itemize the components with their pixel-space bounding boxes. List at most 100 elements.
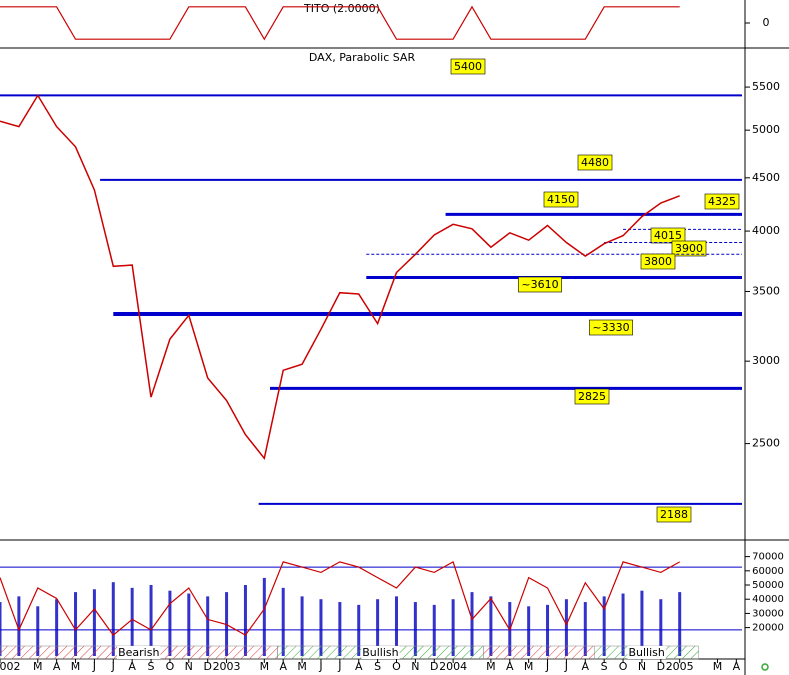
x-tick-label: A [128, 660, 136, 673]
volume-bar [602, 596, 606, 656]
volume-bar [527, 606, 531, 656]
label-box [671, 240, 707, 257]
x-tick-label: D [203, 660, 211, 673]
y-tick-label: 4000 [752, 224, 780, 237]
level-label: 2188 [656, 506, 692, 523]
level-label-text: 3900 [675, 242, 703, 255]
x-tick-label: O [166, 660, 175, 673]
volume-bar [413, 602, 417, 656]
band-label: Bullish [361, 646, 400, 659]
level-label-text: 5400 [454, 60, 482, 73]
level-label-text: ~3610 [521, 278, 558, 291]
x-tick-label: A [355, 660, 363, 673]
volume-bar [394, 596, 398, 656]
band-label-bg [627, 646, 666, 659]
indicator-line [0, 5, 680, 41]
volume-bar [206, 596, 210, 656]
volume-bar [432, 604, 436, 656]
level-label: 4015 [650, 227, 686, 244]
label-box [543, 191, 579, 208]
status-icon [761, 663, 769, 671]
y-tick-label: 4500 [752, 171, 780, 184]
y-tick-label: 0 [763, 16, 770, 29]
band-label: Bearish [117, 646, 161, 659]
indicator-title: TITO (2.0000) [303, 2, 380, 15]
volume-bar [621, 593, 625, 656]
x-tick-label: J [564, 660, 568, 673]
band-label-text: Bearish [118, 646, 159, 659]
x-tick-label: S [601, 660, 608, 673]
y-tick-label: 40000 [752, 594, 784, 605]
y-tick-label: 5000 [752, 123, 780, 136]
x-tick-label: S [374, 660, 381, 673]
volume-bar [74, 592, 78, 656]
volume-bar [130, 587, 134, 656]
x-tick-label: N [638, 660, 646, 673]
x-tick-label: 2004 [439, 660, 467, 673]
label-box [577, 154, 613, 171]
y-tick-label: 3500 [752, 284, 780, 297]
level-label: 3900 [671, 240, 707, 257]
level-label-text: 4325 [708, 195, 736, 208]
x-tick-label: M [713, 660, 723, 673]
x-tick-label: M [297, 660, 307, 673]
volume-bar [111, 582, 115, 656]
level-label: 5400 [450, 58, 486, 75]
x-tick-label: N [411, 660, 419, 673]
volume-bar [262, 577, 266, 656]
x-tick-label: O [392, 660, 401, 673]
x-tick-label: J [337, 660, 341, 673]
x-tick-label: M [524, 660, 534, 673]
band-label-bg [117, 646, 161, 659]
label-box [640, 253, 676, 270]
volume-bar [338, 602, 342, 656]
y-tick-label: 3000 [752, 354, 780, 367]
x-tick-label: D [430, 660, 438, 673]
volume-bar [55, 599, 59, 656]
price-line [0, 93, 680, 461]
band-label-text: Bullish [362, 646, 398, 659]
level-label-text: 4480 [581, 156, 609, 169]
band-label: Bullish [627, 646, 666, 659]
chart-title: DAX, Parabolic SAR [309, 51, 416, 64]
x-tick-label: A [53, 660, 61, 673]
x-tick-label: O [619, 660, 628, 673]
level-label: 3800 [640, 253, 676, 270]
level-label-text: ~3330 [592, 321, 629, 334]
volume-bar [659, 599, 663, 656]
level-label-text: 4150 [547, 193, 575, 206]
x-tick-label: M [33, 660, 43, 673]
level-label: 4325 [704, 193, 740, 210]
volume-bar [376, 599, 380, 656]
x-tick-label: M [486, 660, 496, 673]
volume-bar [451, 599, 455, 656]
volume-bar [168, 590, 172, 656]
volume-bar [17, 596, 21, 656]
level-label-text: 3800 [644, 255, 672, 268]
x-tick-label: J [318, 660, 322, 673]
volume-bar [0, 602, 2, 656]
volume-bar [281, 587, 285, 656]
y-tick-label: 5500 [752, 80, 780, 93]
label-box [589, 319, 633, 336]
signal-band [483, 645, 595, 660]
x-tick-label: A [279, 660, 287, 673]
volume-bar [243, 585, 247, 656]
level-label: 2825 [574, 388, 610, 405]
volume-bar [92, 589, 96, 656]
y-tick-label: 30000 [752, 608, 784, 619]
x-tick-label: A [733, 660, 741, 673]
volume-bar [149, 585, 153, 656]
volume-bar [300, 596, 304, 656]
x-tick-label: J [111, 660, 115, 673]
volume-bar [678, 592, 682, 656]
level-label: ~3610 [518, 276, 562, 293]
y-tick-label: 60000 [752, 566, 784, 577]
y-tick-label: 20000 [752, 623, 784, 634]
stochastic-line [0, 561, 680, 636]
volume-bar [187, 593, 191, 656]
volume-bar [319, 599, 323, 656]
x-tick-label: S [148, 660, 155, 673]
